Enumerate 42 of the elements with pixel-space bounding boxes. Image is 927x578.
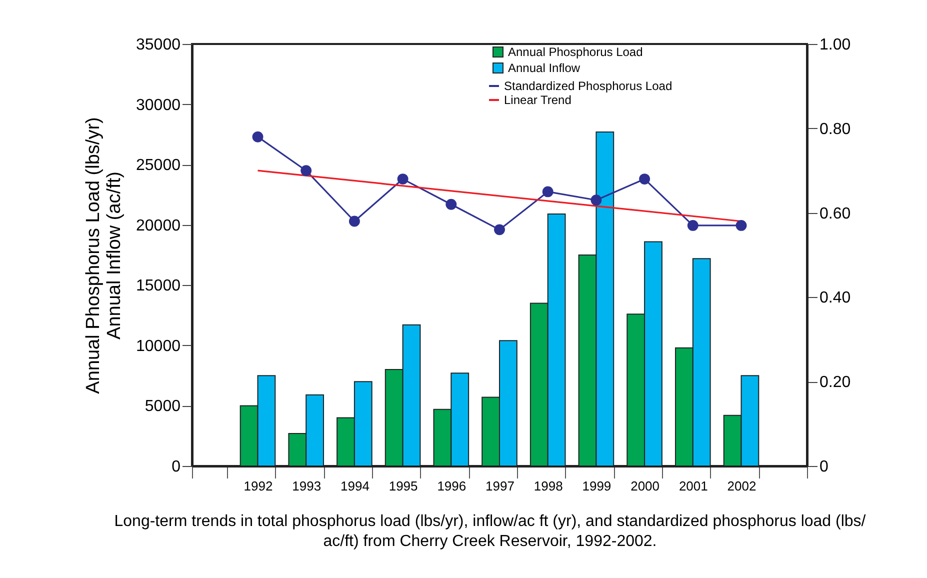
x-tick-label: 1995 xyxy=(388,478,418,494)
point xyxy=(348,216,360,227)
x-tick-label: 2001 xyxy=(678,478,708,494)
y-tick-label: 30000 xyxy=(136,96,181,114)
y-tick-label: 35000 xyxy=(136,36,181,54)
y-tick-label: 15000 xyxy=(136,278,181,295)
x-tick-label: 1993 xyxy=(292,478,322,494)
y-tick-label: 20000 xyxy=(136,217,181,234)
point xyxy=(252,131,264,142)
y-tick-label: 25000 xyxy=(136,157,181,174)
point xyxy=(397,174,408,185)
point xyxy=(300,165,312,176)
y-tick-label: 5000 xyxy=(144,398,181,416)
x-tick-label: 1992 xyxy=(244,478,273,494)
x-tick-label: 1999 xyxy=(582,478,612,494)
y2-tick-label: 0.60 xyxy=(820,205,851,222)
y-tick-label: 10000 xyxy=(136,338,181,355)
x-tick-label: 2002 xyxy=(727,478,756,494)
x-tick-label: 1996 xyxy=(437,478,466,494)
x-tick-label: 1997 xyxy=(486,478,514,494)
point xyxy=(639,174,650,185)
point xyxy=(687,220,698,231)
y2-tick-label: 0 xyxy=(820,458,828,476)
legend-label: Linear Trend xyxy=(504,93,572,107)
point xyxy=(590,194,602,206)
legend-label: Standardized Phosphorus Load xyxy=(504,79,672,93)
legend-label: Annual Phosphorus Load xyxy=(508,45,643,59)
x-tick-label: 2000 xyxy=(630,478,660,494)
text: Long-term trends in total phosphorus load (lbs/yr), inflow/ac ft (yr), and standardized phosphorus load (lbs/ ac/ft) from Cherry Creek Reservoir, 1992-2002. xyxy=(113,512,867,552)
y-axis-title: Annual Phosphorus Load (lbs/yr) Annual Inflow (ac/ft) xyxy=(83,117,126,394)
y2-tick-label: 0.80 xyxy=(820,120,851,138)
x-tick-label: 1998 xyxy=(534,478,563,494)
y2-tick-label: 0.40 xyxy=(820,290,851,307)
legend-label: Annual Inflow xyxy=(508,61,580,75)
x-tick-label: 1994 xyxy=(340,478,370,494)
y2-tick-label: 0.20 xyxy=(820,374,851,392)
y2-tick-label: 1.00 xyxy=(820,36,851,54)
point xyxy=(446,198,457,210)
point xyxy=(542,186,554,198)
point xyxy=(736,220,747,231)
point xyxy=(494,224,505,236)
y-tick-label: 0 xyxy=(172,458,181,476)
